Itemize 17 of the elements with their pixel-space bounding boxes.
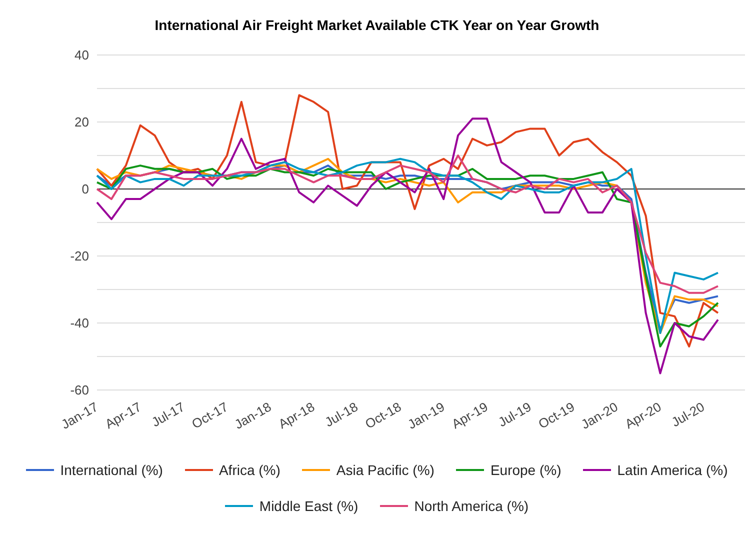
- line-series: [96, 154, 719, 294]
- legend-label: International (%): [60, 462, 163, 478]
- legend-label: Europe (%): [490, 462, 562, 478]
- y-tick-label: 20: [74, 114, 89, 130]
- legend-label: Asia Pacific (%): [336, 462, 434, 478]
- y-tick-label: 0: [82, 182, 89, 197]
- legend-label: Latin America (%): [617, 462, 728, 478]
- chart-title: International Air Freight Market Available CTK Year on Year Growth: [154, 16, 600, 35]
- line-series: [96, 94, 719, 348]
- legend-label: Middle East (%): [259, 498, 358, 514]
- y-tick-label: 40: [74, 48, 89, 63]
- y-tick-label: -40: [70, 316, 89, 331]
- y-tick-label: -20: [70, 248, 89, 264]
- line-series: [96, 118, 719, 374]
- legend-label: North America (%): [414, 498, 529, 514]
- legend-label: Africa (%): [218, 462, 280, 478]
- y-tick-label: -60: [70, 382, 89, 398]
